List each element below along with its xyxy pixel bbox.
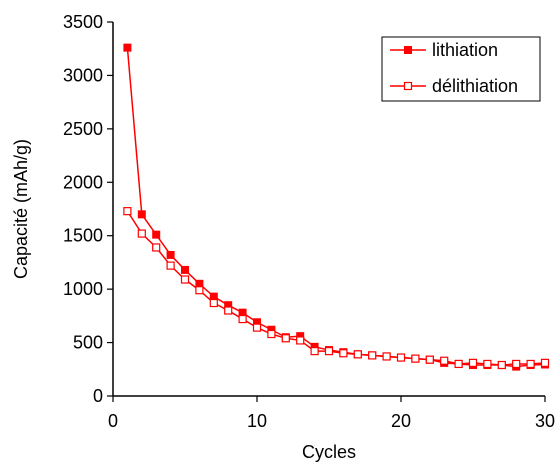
data-point-series-1 [123, 207, 132, 216]
data-point-series-1 [252, 323, 262, 332]
data-point-series-0 [152, 230, 161, 239]
data-point-series-1 [483, 359, 492, 369]
data-point-series-1 [411, 354, 420, 363]
data-point-series-1 [195, 286, 204, 295]
y-tick-label: 3000 [63, 65, 103, 85]
data-point-series-1 [382, 352, 391, 361]
axis-ticks: 0 500 1000 1500 2000 2500 3000 3500 0 10 20 30 [63, 12, 555, 431]
data-point-series-1 [526, 359, 535, 369]
y-tick-label: 2000 [63, 172, 103, 192]
data-point-series-1 [137, 229, 146, 238]
x-tick-label: 0 [108, 411, 118, 431]
data-point-series-1 [310, 347, 319, 356]
series-line-1 [126, 210, 546, 366]
data-point-series-0 [181, 265, 189, 274]
legend-marker-lithiation [404, 46, 412, 54]
y-tick-label: 500 [73, 333, 103, 353]
legend-item-lithiation: lithiation [390, 40, 498, 60]
legend-marker-delithiation [403, 81, 413, 91]
data-point-series-1 [512, 359, 521, 369]
plot-area [112, 22, 545, 397]
x-tick-label: 20 [391, 411, 411, 431]
data-point-series-1 [281, 334, 290, 343]
legend-label-lithiation: lithiation [432, 40, 498, 60]
data-point-series-1 [166, 261, 175, 270]
data-point-series-1 [209, 298, 218, 308]
data-point-series-1 [339, 349, 348, 358]
x-tick-label: 30 [535, 411, 555, 431]
data-point-series-1 [454, 359, 463, 369]
legend: lithiation délithiation [381, 36, 541, 102]
data-point-series-1 [425, 355, 434, 364]
data-point-series-1 [440, 356, 449, 365]
x-tick-label: 10 [247, 411, 267, 431]
y-tick-label: 3500 [63, 12, 103, 32]
data-point-series-1 [353, 350, 362, 359]
data-point-series-1 [224, 306, 233, 315]
data-point-series-1 [238, 314, 247, 324]
data-point-series-1 [540, 358, 550, 367]
y-tick-label: 2500 [63, 119, 103, 139]
legend-item-delithiation: délithiation [390, 76, 518, 96]
legend-label-delithiation: délithiation [432, 76, 518, 96]
data-point-series-1 [267, 329, 276, 339]
y-tick-label: 1000 [63, 279, 103, 299]
data-point-series-1 [468, 358, 478, 367]
y-tick-label: 0 [93, 386, 103, 406]
data-point-series-1 [396, 353, 406, 362]
data-point-series-1 [296, 336, 305, 345]
data-point-series-1 [497, 360, 506, 370]
data-point-series-0 [137, 210, 146, 219]
data-point-series-1 [324, 347, 334, 356]
data-point-series-1 [152, 243, 161, 252]
data-point-series-1 [368, 351, 377, 360]
data-point-series-0 [166, 250, 175, 259]
data-point-series-0 [123, 43, 132, 52]
data-point-series-1 [180, 275, 190, 284]
series-layer [123, 43, 550, 371]
y-tick-label: 1500 [63, 226, 103, 246]
y-axis-label: Capacité (mAh/g) [11, 139, 31, 279]
x-axis-label: Cycles [302, 442, 356, 462]
